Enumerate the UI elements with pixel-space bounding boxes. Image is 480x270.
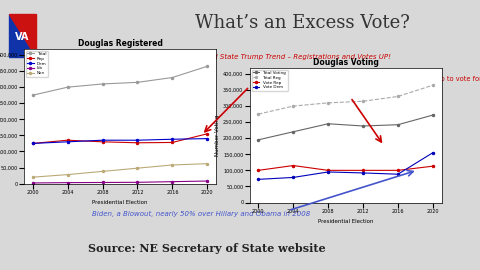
- Total Reg: [290, 104, 296, 108]
- Vote Dem: [290, 176, 296, 179]
- Total Voting: [255, 138, 261, 141]
- Vote Rep: [395, 169, 401, 172]
- Line: Dem: Dem: [32, 137, 208, 144]
- Total Reg: [255, 113, 261, 116]
- X-axis label: Presidential Election: Presidential Election: [318, 219, 373, 224]
- Total: [100, 82, 106, 86]
- Total: [65, 86, 71, 89]
- Non: [134, 167, 140, 170]
- Vote Dem: [255, 178, 261, 181]
- Line: Total Voting: Total Voting: [257, 114, 434, 141]
- Lib: [65, 181, 71, 184]
- Lib: [169, 180, 175, 183]
- Text: Biden, a Blowout, nearly 50% over Hillary and Obama in 2008: Biden, a Blowout, nearly 50% over Hillar…: [93, 211, 311, 217]
- Vote Dem: [430, 151, 436, 154]
- Line: Total Reg: Total Reg: [257, 84, 434, 115]
- Non: [204, 162, 210, 165]
- Total Voting: [325, 122, 331, 125]
- Vote Rep: [325, 169, 331, 172]
- Total: [169, 76, 175, 79]
- Total Reg: [325, 101, 331, 104]
- Total Reg: [430, 83, 436, 87]
- Vote Rep: [255, 169, 261, 172]
- Non: [30, 176, 36, 179]
- Text: ? Republicans don’t want to show up to vote for
Trump?: ? Republicans don’t want to show up to v…: [322, 76, 480, 89]
- Non: [100, 170, 106, 173]
- Line: Rep: Rep: [32, 133, 208, 144]
- Lib: [204, 179, 210, 183]
- Polygon shape: [9, 14, 36, 57]
- Rep: [169, 141, 175, 144]
- Y-axis label: Number Voting: Number Voting: [216, 114, 220, 156]
- Vote Dem: [325, 170, 331, 174]
- Total Reg: [395, 95, 401, 98]
- Dem: [204, 137, 210, 140]
- Line: Non: Non: [32, 163, 208, 178]
- Title: Douglas Voting: Douglas Voting: [312, 58, 379, 67]
- Text: VA: VA: [15, 32, 29, 42]
- Vote Rep: [430, 164, 436, 168]
- Total Voting: [360, 124, 366, 128]
- Total Voting: [395, 123, 401, 126]
- Legend: Total, Rep, Dem, Lib, Non: Total, Rep, Dem, Lib, Non: [26, 51, 48, 76]
- Title: Douglas Registered: Douglas Registered: [78, 39, 162, 48]
- Line: Vote Dem: Vote Dem: [257, 152, 434, 180]
- Dem: [30, 142, 36, 145]
- Lib: [134, 181, 140, 184]
- Non: [169, 163, 175, 167]
- Vote Rep: [360, 169, 366, 172]
- Rep: [65, 139, 71, 142]
- Line: Vote Rep: Vote Rep: [257, 164, 434, 171]
- X-axis label: Presidential Election: Presidential Election: [92, 200, 148, 205]
- Rep: [100, 140, 106, 143]
- Vote Dem: [395, 173, 401, 176]
- Total Reg: [360, 100, 366, 103]
- Vote Rep: [290, 164, 296, 167]
- Lib: [30, 181, 36, 185]
- Line: Total: Total: [32, 65, 208, 96]
- Non: [65, 173, 71, 176]
- Dem: [100, 139, 106, 142]
- Lib: [100, 181, 106, 184]
- Text: Red State Trump Trend – Registrations and Votes UP!: Red State Trump Trend – Registrations an…: [204, 54, 391, 60]
- Dem: [169, 138, 175, 141]
- Total: [30, 94, 36, 97]
- Total Voting: [430, 113, 436, 117]
- Total Voting: [290, 130, 296, 133]
- Rep: [30, 142, 36, 145]
- Line: Lib: Lib: [32, 180, 208, 184]
- Vote Dem: [360, 171, 366, 174]
- Rep: [134, 141, 140, 144]
- Text: Source: NE Secretary of State website: Source: NE Secretary of State website: [87, 243, 325, 254]
- Total: [204, 65, 210, 68]
- Legend: Total Voting, Total Reg, Vote Rep, Vote Dem: Total Voting, Total Reg, Vote Rep, Vote …: [252, 70, 288, 90]
- Rep: [204, 132, 210, 135]
- Text: What’s an Excess Vote?: What’s an Excess Vote?: [195, 14, 410, 32]
- Total: [134, 81, 140, 84]
- Dem: [134, 139, 140, 142]
- Dem: [65, 140, 71, 143]
- Polygon shape: [9, 14, 36, 57]
